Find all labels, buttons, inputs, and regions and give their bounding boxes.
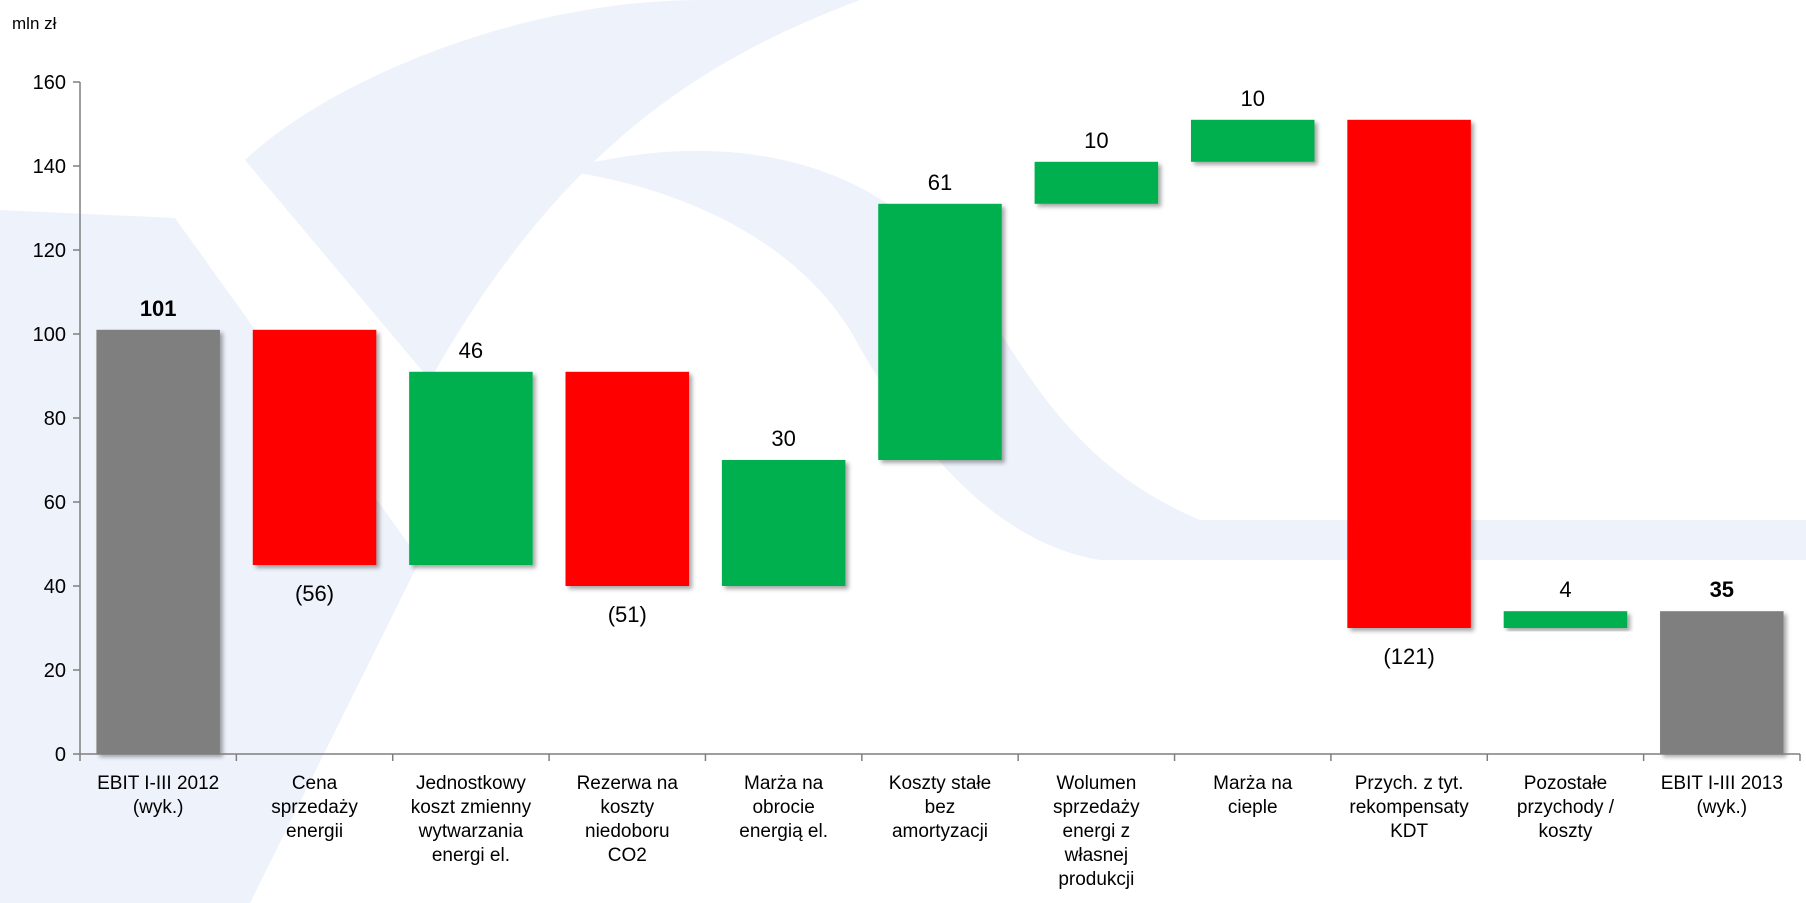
- bar-total: [96, 330, 220, 754]
- bar-value-label: (51): [608, 602, 647, 627]
- x-category-label-line: energią el.: [739, 821, 828, 842]
- x-category-label-line: bez: [925, 797, 956, 818]
- bar-total: [1660, 611, 1784, 754]
- bar-positive: [722, 460, 846, 586]
- y-tick-label: 40: [44, 576, 66, 598]
- bar-value-label: 101: [140, 296, 177, 321]
- x-category-label-line: amortyzacji: [892, 821, 988, 842]
- x-category-label-line: cieple: [1228, 797, 1278, 818]
- bar-value-label: 10: [1240, 86, 1264, 111]
- bar-value-label: 10: [1084, 128, 1108, 153]
- x-category-label-line: koszt zmienny: [411, 797, 532, 818]
- bar-positive: [1191, 120, 1315, 162]
- x-category-label: Przych. z tyt. rekompensaty KDT: [1349, 773, 1469, 842]
- x-category-label-line: EBIT I-III 2012: [97, 773, 219, 794]
- x-category-label-line: Pozostałe: [1524, 773, 1607, 794]
- x-category-label-line: KDT: [1390, 821, 1428, 842]
- x-category-label-line: przychody /: [1517, 797, 1615, 818]
- x-category-label-line: energii: [286, 821, 343, 842]
- x-category-label: Wolumen sprzedaży energi z własnej produkcji: [1053, 773, 1140, 890]
- x-axis: EBIT I-III 2012 (wyk.) Cena sprzedaży energi…: [80, 754, 1800, 890]
- y-tick-label: 160: [33, 72, 66, 94]
- bar-positive: [878, 204, 1002, 460]
- y-tick-label: 120: [33, 240, 66, 262]
- x-category-label: Pozostałe przychody / koszty: [1517, 773, 1615, 842]
- x-category-label-line: Marża na: [744, 773, 824, 794]
- x-category-label-line: energi el.: [432, 845, 510, 866]
- bar-value-label: 35: [1710, 577, 1734, 602]
- y-tick-label: 100: [33, 324, 66, 346]
- bar-positive: [409, 372, 533, 565]
- x-category-label-line: (wyk.): [133, 797, 184, 818]
- x-category-label-line: koszty: [1539, 821, 1593, 842]
- y-tick-label: 60: [44, 492, 66, 514]
- x-category-label-line: Cena: [292, 773, 338, 794]
- x-category-label: EBIT I-III 2013 (wyk.): [1661, 773, 1783, 818]
- x-category-label: Koszty stałe bez amortyzacji: [889, 773, 991, 842]
- x-category-label-line: niedoboru: [585, 821, 670, 842]
- y-tick-label: 80: [44, 408, 66, 430]
- bar-negative: [1347, 120, 1471, 628]
- x-category-label-line: Marża na: [1213, 773, 1293, 794]
- x-category-label-line: obrocie: [752, 797, 814, 818]
- x-category-label-line: sprzedaży: [271, 797, 358, 818]
- y-tick-label: 0: [55, 744, 66, 766]
- x-category-label-line: koszty: [600, 797, 654, 818]
- bar-positive: [1035, 162, 1159, 204]
- x-category-label-line: Przych. z tyt.: [1355, 773, 1464, 794]
- unit-label: mln zł: [12, 14, 57, 33]
- x-category-label-line: własnej: [1064, 845, 1128, 866]
- x-category-label: Jednostkowy koszt zmienny wytwarzania energ…: [411, 773, 532, 866]
- x-category-label-line: Jednostkowy: [416, 773, 526, 794]
- x-category-label: Rezerwa na koszty niedoboru CO2: [577, 773, 679, 866]
- x-category-label-line: rekompensaty: [1349, 797, 1469, 818]
- bar-value-label: 46: [459, 338, 483, 363]
- x-category-label: Marża na cieple: [1213, 773, 1293, 818]
- bar-value-label: 4: [1559, 577, 1571, 602]
- bar-positive: [1504, 611, 1628, 628]
- x-category-label-line: CO2: [608, 845, 647, 866]
- y-tick-label: 20: [44, 660, 66, 682]
- x-category-label-line: (wyk.): [1696, 797, 1747, 818]
- x-category-label-line: Rezerwa na: [577, 773, 679, 794]
- bar-value-label: 61: [928, 170, 952, 195]
- x-category-label-line: Koszty stałe: [889, 773, 991, 794]
- bar-value-label: 30: [771, 426, 795, 451]
- bar-negative: [566, 372, 690, 586]
- x-category-label-line: produkcji: [1058, 869, 1134, 890]
- x-category-label-line: energi z: [1063, 821, 1131, 842]
- x-category-label-line: sprzedaży: [1053, 797, 1140, 818]
- x-category-label-line: Wolumen: [1056, 773, 1136, 794]
- x-category-label: Marża na obrocie energią el.: [739, 773, 828, 842]
- x-category-label-line: EBIT I-III 2013: [1661, 773, 1783, 794]
- bar-value-label: (56): [295, 581, 334, 606]
- bar-negative: [253, 330, 377, 565]
- y-tick-label: 140: [33, 156, 66, 178]
- x-category-label-line: wytwarzania: [418, 821, 524, 842]
- bar-value-label: (121): [1383, 644, 1434, 669]
